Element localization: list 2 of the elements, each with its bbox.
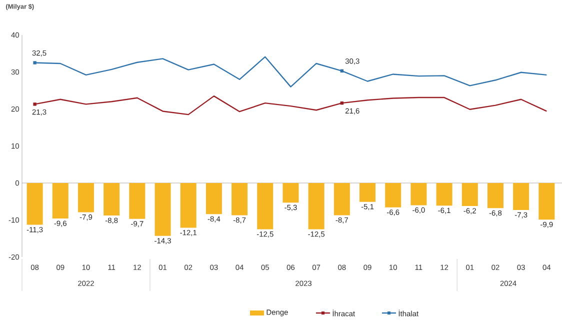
point bbox=[33, 61, 36, 64]
point bbox=[33, 102, 36, 106]
